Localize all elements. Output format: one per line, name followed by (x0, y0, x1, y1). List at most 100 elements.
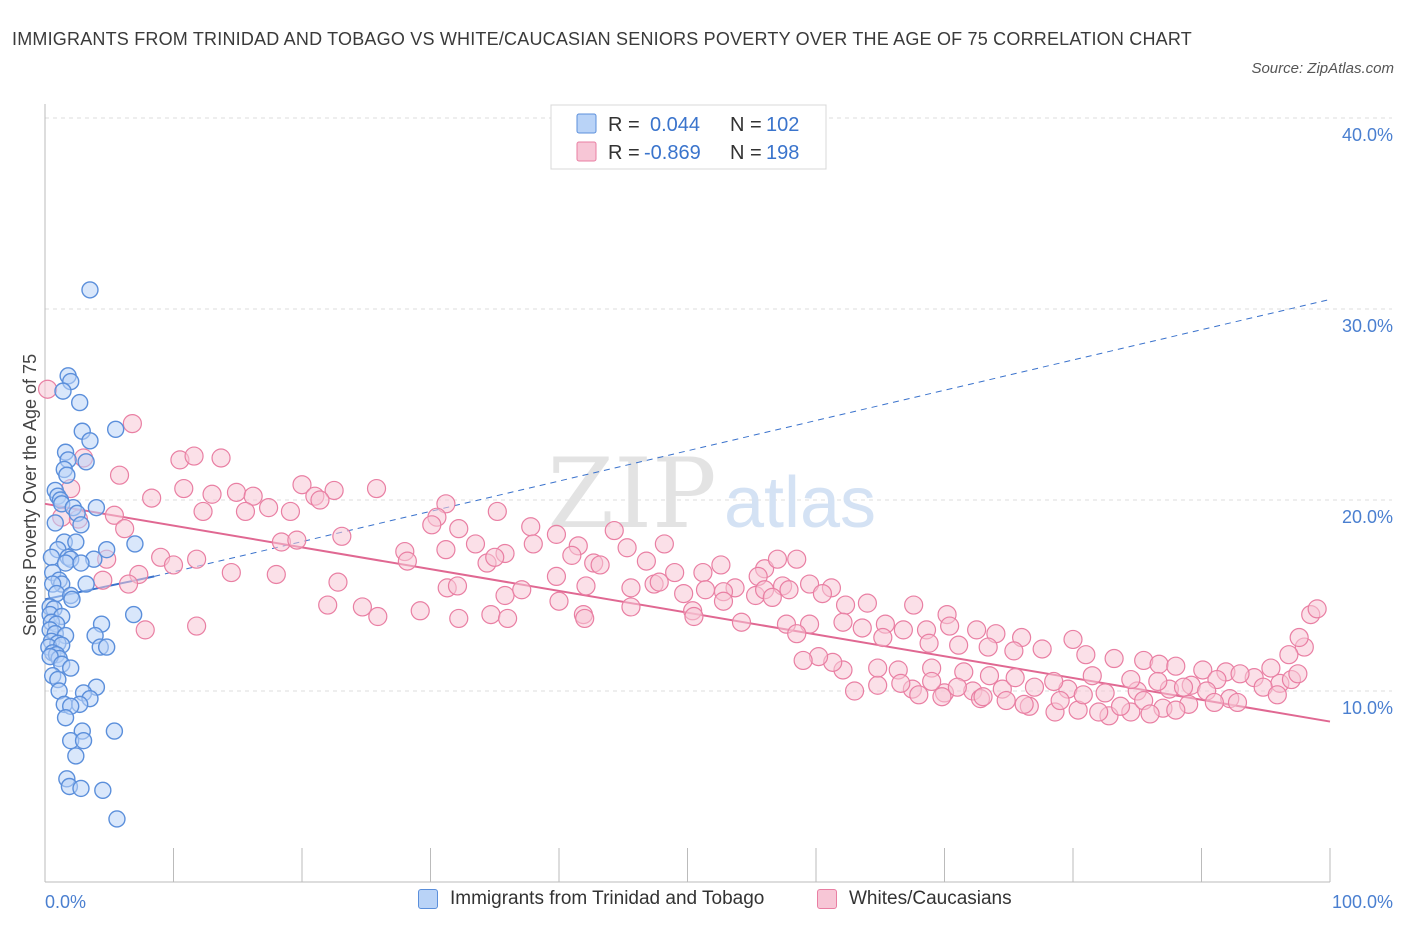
whites-point (779, 580, 799, 600)
whites-point (857, 593, 878, 613)
whites-point (767, 549, 788, 569)
y-tick-label-3: 40.0% (1342, 125, 1393, 145)
whites-point (318, 595, 338, 615)
whites-point (368, 606, 388, 627)
whites-point (1073, 685, 1093, 705)
whites-point (142, 488, 162, 508)
whites-point (174, 478, 194, 499)
watermark: ZIP atlas (547, 438, 876, 550)
whites-point (447, 576, 468, 596)
whites-point (549, 591, 569, 611)
whites-point (1166, 700, 1186, 720)
whites-point (835, 595, 856, 615)
whites-point (713, 591, 734, 611)
whites-point (695, 580, 716, 600)
whites-point (1089, 702, 1109, 722)
whites-point (122, 414, 142, 434)
whites-point (221, 562, 241, 583)
trinidad-point (126, 535, 144, 553)
source-label: Source: ZipAtlas.com (1251, 60, 1394, 77)
trinidad-point (58, 466, 76, 484)
whites-point (799, 614, 820, 634)
whites-point (1261, 658, 1281, 678)
whites-point (324, 480, 344, 501)
whites-point (1193, 660, 1213, 680)
whites-point (292, 475, 312, 495)
whites-point (621, 597, 641, 617)
whites-point (546, 524, 567, 544)
whites-point (833, 612, 853, 632)
trinidad-point (105, 722, 124, 740)
whites-point (310, 490, 330, 510)
whites-point (243, 486, 263, 506)
whites-point (352, 597, 372, 617)
whites-point (636, 551, 656, 571)
whites-point (909, 685, 929, 705)
y-tick-label-0: 10.0% (1342, 698, 1393, 718)
whites-point (266, 564, 286, 585)
trend-line-trinidad-projection (154, 298, 1331, 577)
whites-point (258, 498, 279, 518)
whites-point (332, 526, 352, 546)
series-whites-points (37, 379, 1327, 726)
legend-n-label-0: N = (730, 114, 762, 136)
whites-point (932, 687, 952, 707)
trinidad-point (63, 590, 81, 609)
trinidad-point (81, 432, 99, 450)
x-tick-label-1: 100.0% (1332, 892, 1393, 912)
trinidad-point (77, 575, 95, 593)
whites-point (1267, 685, 1287, 705)
trinidad-point (72, 516, 90, 534)
trinidad-point (46, 514, 64, 532)
whites-point (576, 576, 596, 596)
legend-r-value-1: -0.869 (644, 142, 701, 164)
whites-point (487, 501, 507, 522)
whites-point (1173, 677, 1194, 697)
trinidad-point (124, 605, 143, 624)
whites-point (674, 583, 694, 604)
trinidad-point (70, 393, 89, 412)
whites-point (590, 555, 610, 575)
whites-point (280, 501, 301, 522)
whites-point (193, 501, 213, 522)
whites-point (397, 551, 417, 571)
whites-point (1005, 668, 1025, 688)
trinidad-point (74, 731, 93, 750)
whites-point (1227, 692, 1248, 713)
whites-point (1230, 664, 1250, 684)
whites-point (1279, 645, 1299, 665)
whites-point (1104, 648, 1124, 669)
legend-n-label-1: N = (730, 142, 762, 164)
whites-point (1050, 690, 1070, 711)
whites-point (868, 658, 888, 678)
legend-n-value-0: 102 (766, 114, 799, 136)
legend-r-value-0: 0.044 (650, 114, 700, 136)
trinidad-point (97, 638, 116, 656)
whites-point (481, 604, 501, 625)
bottom-legend-item-whites: Whites/Caucasians (817, 888, 1012, 910)
top-legend: R = 0.044 N = 102 R = -0.869 N = 198 (550, 104, 827, 170)
whites-point (1148, 671, 1168, 692)
whites-point (485, 547, 505, 567)
whites-point (118, 574, 139, 594)
whites-point (1166, 656, 1186, 676)
whites-point (1307, 599, 1327, 619)
trinidad-point (77, 453, 95, 471)
whites-point (226, 482, 247, 502)
whites-point (873, 627, 893, 648)
whites-point (1076, 645, 1096, 665)
y-tick-label-2: 30.0% (1342, 316, 1393, 336)
chart-title: IMMIGRANTS FROM TRINIDAD AND TOBAGO VS W… (12, 29, 1192, 49)
trinidad-point (72, 554, 90, 572)
bottom-legend: Immigrants from Trinidad and Tobago Whit… (0, 888, 1406, 918)
whites-point (649, 572, 669, 592)
trinidad-point (97, 540, 116, 559)
y-tick-labels: 10.0% 20.0% 30.0% 40.0% (1342, 125, 1393, 718)
legend-r-label-0: R = (608, 114, 640, 136)
trinidad-point (67, 533, 85, 551)
whites-point (287, 530, 307, 550)
whites-point (1024, 677, 1045, 697)
legend-n-value-1: 198 (766, 142, 799, 164)
trinidad-point (67, 747, 85, 765)
